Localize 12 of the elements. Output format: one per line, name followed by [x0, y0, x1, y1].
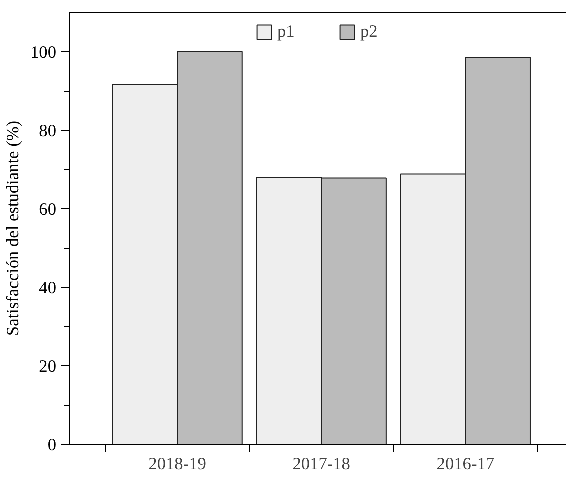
y-tick-label: 80 — [39, 121, 56, 140]
legend-label: p1 — [278, 22, 296, 42]
x-tick-label: 2016-17 — [436, 454, 495, 474]
y-tick-label: 100 — [30, 42, 57, 62]
x-tick-label: 2017-18 — [292, 454, 350, 474]
y-axis-title: Satisfacción del estudiante (%) — [4, 120, 23, 336]
y-tick-label: 40 — [39, 278, 56, 298]
y-tick-label: 20 — [39, 356, 56, 376]
legend-label: p2 — [360, 22, 379, 42]
y-tick-label: 0 — [48, 436, 57, 454]
y-tick-label: 60 — [39, 200, 56, 219]
x-tick-label: 2018-19 — [148, 454, 206, 474]
